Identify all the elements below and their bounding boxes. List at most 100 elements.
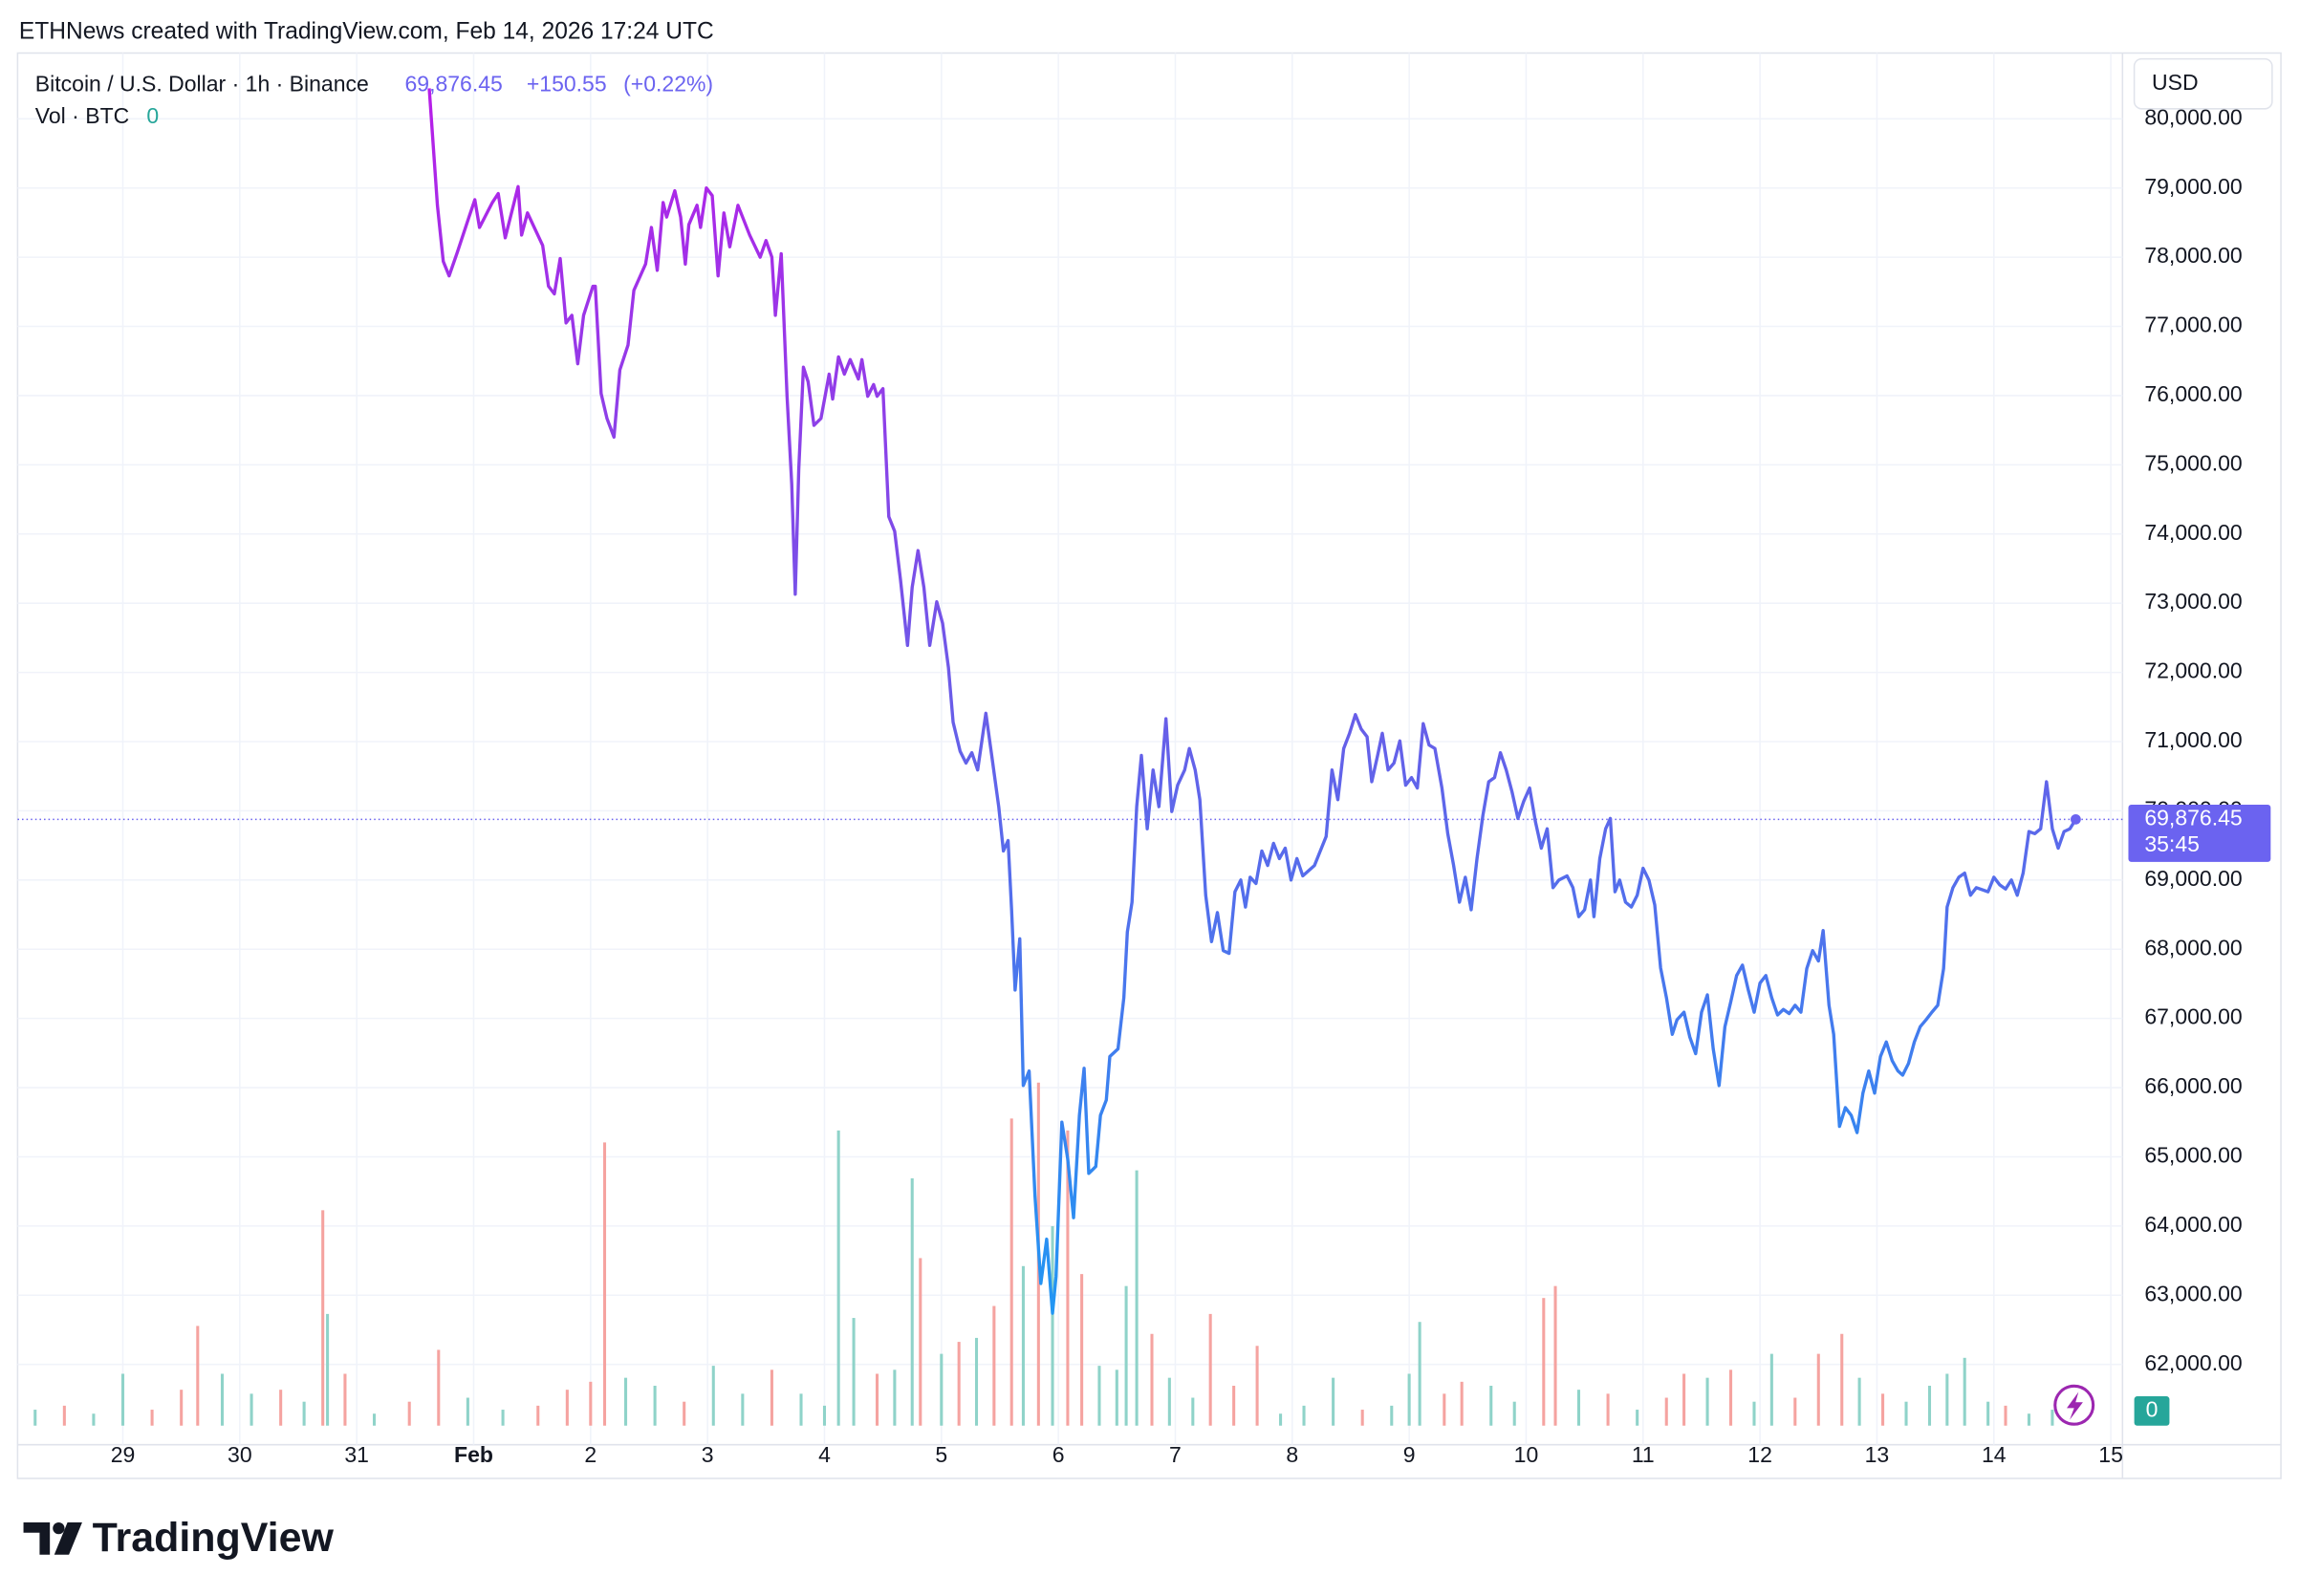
y-tick-label: 73,000.00 — [2144, 589, 2242, 614]
currency[interactable]: USD — [2152, 70, 2199, 95]
volume-bar — [1418, 1322, 1421, 1426]
x-tick-label: 6 — [1052, 1442, 1065, 1467]
volume-bar — [836, 1130, 840, 1426]
volume-bar — [1816, 1353, 1820, 1426]
y-tick-label: 74,000.00 — [2144, 520, 2242, 545]
volume-badge — [2134, 1396, 2170, 1426]
volume-bar — [180, 1390, 184, 1426]
volume-bar — [2027, 1413, 2031, 1426]
volume-bar — [1705, 1377, 1709, 1426]
volume-bar — [1232, 1386, 1236, 1426]
volume-bar — [852, 1318, 856, 1426]
y-tick-label: 75,000.00 — [2144, 450, 2242, 475]
volume-bar — [250, 1393, 253, 1426]
volume-badge-value: 0 — [2146, 1396, 2159, 1421]
volume-bar — [1553, 1285, 1557, 1426]
volume-bar — [1080, 1274, 1084, 1426]
grid — [17, 53, 2123, 1445]
legend: Bitcoin / U.S. Dollar · 1h · Binance 69,… — [35, 71, 713, 128]
price-badge-countdown: 35:45 — [2144, 831, 2200, 856]
volume-bar — [602, 1142, 607, 1426]
volume-bar — [92, 1413, 96, 1426]
volume-bar — [1963, 1357, 1966, 1426]
logo-part — [54, 1522, 82, 1555]
x-tick-label: 15 — [2098, 1442, 2123, 1467]
volume-bar — [875, 1373, 879, 1426]
volume-bar — [1904, 1401, 1908, 1426]
volume-bar — [1576, 1390, 1581, 1426]
volume-bar — [940, 1353, 944, 1426]
y-tick-label: 62,000.00 — [2144, 1350, 2242, 1375]
volume-bar — [1769, 1353, 1773, 1426]
volume-bar — [1066, 1130, 1070, 1426]
frame — [16, 52, 2282, 1479]
volume-bar — [822, 1405, 827, 1426]
volume-bar — [1664, 1397, 1668, 1426]
volume-bar — [770, 1370, 773, 1426]
volume-bar — [1986, 1401, 1990, 1426]
x-tick-label: 30 — [228, 1442, 252, 1467]
currency-button[interactable] — [2133, 57, 2273, 110]
volume-bar — [62, 1405, 66, 1426]
volume-bar — [1150, 1333, 1154, 1426]
volume-bar — [1115, 1370, 1118, 1426]
y-tick-label: 64,000.00 — [2144, 1212, 2242, 1237]
volume-bar — [326, 1313, 330, 1426]
price-badge — [2128, 805, 2271, 862]
volume-bar — [279, 1390, 283, 1426]
volume-bar — [919, 1258, 922, 1426]
volume-bar — [1255, 1346, 1259, 1426]
volume-bar — [1682, 1373, 1686, 1426]
volume-bar — [1840, 1333, 1844, 1426]
volume-bar — [974, 1337, 979, 1426]
volume-bar — [1489, 1386, 1493, 1426]
volume — [33, 1082, 2054, 1426]
volume-last: 0 — [146, 103, 159, 128]
volume-bar — [1752, 1401, 1756, 1426]
x-tick-label: 12 — [1747, 1442, 1772, 1467]
plot — [17, 88, 2123, 1315]
volume-bar — [2004, 1405, 2007, 1426]
volume-bar — [1332, 1377, 1335, 1426]
volume-bar — [893, 1370, 897, 1426]
logo-part — [53, 1522, 65, 1535]
y-tick-label: 72,000.00 — [2144, 658, 2242, 683]
volume-bar — [1460, 1381, 1464, 1426]
volume-bar — [536, 1405, 540, 1426]
x-tick-label: 8 — [1286, 1442, 1298, 1467]
volume-bar — [1636, 1410, 1639, 1426]
lightning-bolt — [2067, 1391, 2083, 1420]
volume-bar — [1857, 1377, 1861, 1426]
volume-bar — [1728, 1370, 1733, 1426]
x-tick-label: 10 — [1514, 1442, 1539, 1467]
volume-bar — [711, 1366, 715, 1426]
volume-bar — [120, 1373, 125, 1426]
volume-bar — [33, 1410, 37, 1426]
volume-bar — [1191, 1397, 1195, 1426]
x-tick-label: Feb — [454, 1442, 493, 1467]
volume-bar — [321, 1210, 325, 1426]
header: ETHNews created with TradingView.com, Fe… — [19, 19, 714, 45]
volume-bar — [372, 1413, 377, 1426]
volume-bar — [1881, 1393, 1885, 1426]
volume-bar — [2050, 1410, 2054, 1426]
x-tick-label: 31 — [344, 1442, 369, 1467]
volume-bar — [1390, 1405, 1394, 1426]
x-tick-label: 11 — [1632, 1442, 1655, 1467]
x-tick-label: 3 — [702, 1442, 714, 1467]
volume-bar — [653, 1386, 657, 1426]
brand: TradingView — [93, 1515, 335, 1561]
legend-change-pct: (+0.22%) — [623, 71, 713, 96]
volume-bar — [1021, 1265, 1025, 1426]
volume-bar — [1927, 1386, 1932, 1426]
volume-bar — [150, 1410, 154, 1426]
x-tick-label: 9 — [1403, 1442, 1416, 1467]
legend-change: +150.55 — [527, 71, 607, 96]
volume-bar — [1051, 1226, 1054, 1426]
volume-bar — [196, 1326, 200, 1426]
x-tick-label: 14 — [1982, 1442, 2007, 1467]
volume-bar — [1124, 1285, 1128, 1426]
x-tick-label: 4 — [818, 1442, 831, 1467]
legend-price: 69,876.45 — [405, 71, 503, 96]
volume-bar — [1512, 1401, 1516, 1426]
